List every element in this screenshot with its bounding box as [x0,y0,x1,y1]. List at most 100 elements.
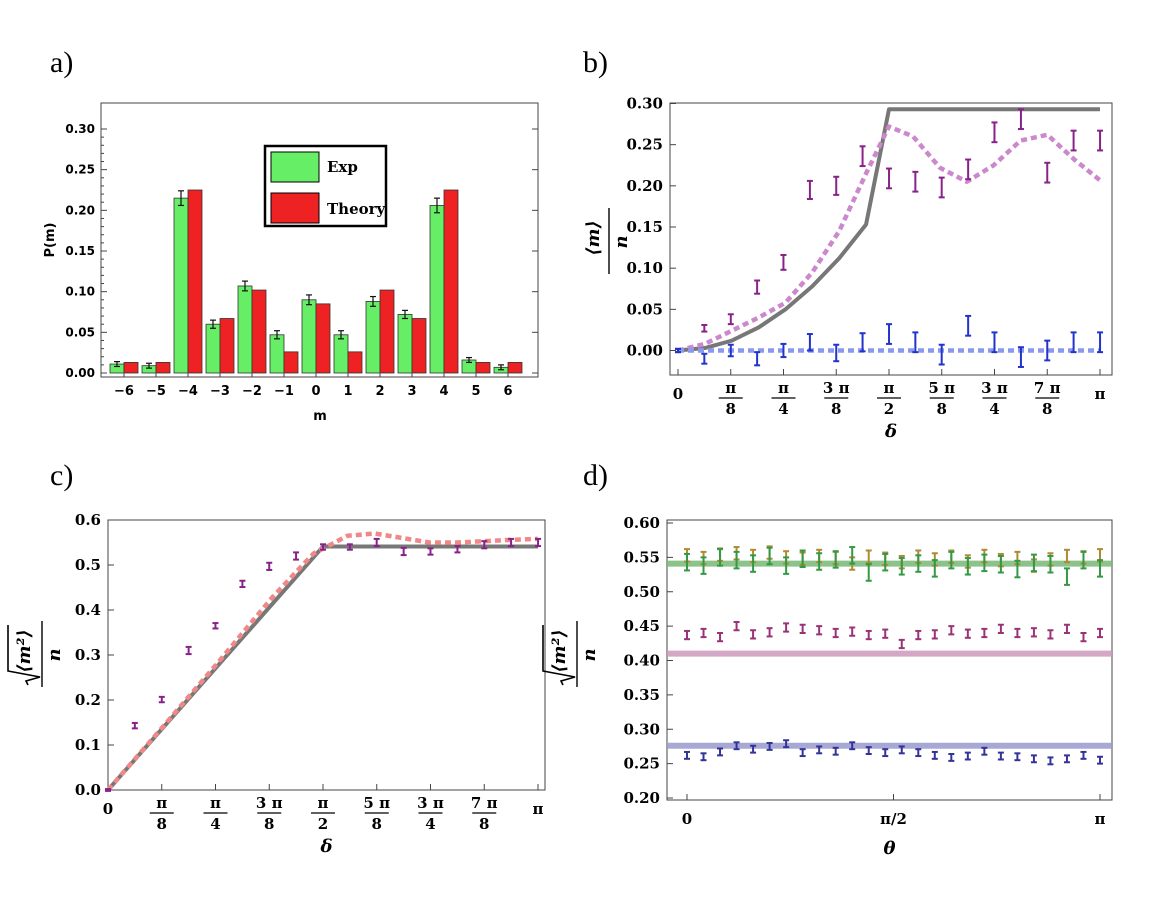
bar-exp [269,334,285,374]
y-tick-label: 0.2 [75,691,101,709]
x-tick-label: 0 [311,384,320,399]
bar-exp [333,334,349,374]
bar-theory [443,189,459,374]
x-tick-denominator: 8 [937,400,947,418]
x-tick-numerator: π [778,379,789,397]
x-tick-numerator: 5 π [928,379,955,397]
x-tick-label: π [1095,385,1106,403]
legend-label-theory: Theory [327,200,387,218]
x-tick-label: −3 [210,384,230,399]
y-axis-label-denominator: n [579,648,600,661]
x-tick-denominator: 8 [157,815,167,833]
y-tick-label: 0.45 [623,617,660,635]
y-tick-label: 0.10 [626,259,663,277]
x-tick-numerator: π [725,379,736,397]
x-tick-denominator: 4 [210,815,220,833]
x-tick-denominator: 8 [726,400,736,418]
x-tick-label: 5 [471,384,480,399]
x-tick-label: π/2 [880,810,907,828]
bar-exp [237,285,253,374]
y-axis-label: ⟨m²⟩ n [542,621,600,687]
y-tick-label: 0.25 [626,136,663,154]
y-tick-label: 0.60 [623,514,660,532]
legend-label-exp: Exp [327,158,358,176]
x-tick-denominator: 4 [989,400,999,418]
y-tick-label: 0.0 [75,781,101,799]
bar-exp [301,299,317,374]
x-tick-denominator: 2 [318,815,328,833]
y-tick-label: 0.15 [65,244,95,258]
x-tick-label: −1 [274,384,294,399]
bar-theory [251,289,267,374]
y-axis-label-numerator: ⟨m²⟩ [549,629,570,672]
x-tick-label: π [533,800,544,818]
x-tick-denominator: 8 [479,815,489,833]
y-tick-label: 0.25 [623,755,660,773]
bar-theory [187,189,203,374]
series-theory-solid [106,544,539,792]
y-tick-label: 0.30 [623,720,660,738]
x-tick-label: 0 [103,800,113,818]
bar-theory [219,318,235,374]
x-tick-label: 0 [682,810,692,828]
x-tick-denominator: 8 [831,400,841,418]
x-tick-denominator: 8 [264,815,274,833]
legend-swatch-exp [270,151,320,183]
bar-theory [315,303,331,374]
panel-label-d: d) [583,459,608,492]
y-tick-label: 0.30 [626,95,663,113]
x-tick-label: 4 [439,384,448,399]
x-tick-numerator: 7 π [471,794,498,812]
y-tick-label: 0.20 [626,177,663,195]
x-tick-denominator: 2 [884,400,894,418]
x-tick-label: −5 [146,384,166,399]
x-tick-label: −4 [178,384,198,399]
bar-theory [123,362,139,374]
y-tick-label: 0.10 [65,285,95,299]
y-tick-label: 0.55 [623,548,660,566]
y-axis-label-numerator: ⟨m²⟩ [14,629,35,672]
x-axis-label: m [313,409,327,424]
x-tick-numerator: 3 π [417,794,444,812]
bar-theory [283,351,299,374]
y-tick-label: 0.30 [65,122,95,136]
x-tick-label: 1 [343,384,352,399]
x-tick-label: 2 [375,384,384,399]
y-tick-label: 0.3 [75,646,101,664]
y-tick-label: 0.00 [626,342,663,360]
x-tick-numerator: π [884,379,895,397]
x-tick-label: 3 [407,384,416,399]
bar-theory [347,351,363,374]
x-axis-label: δ [319,836,332,857]
y-tick-label: 0.4 [75,601,101,619]
y-axis-label-denominator: n [44,648,65,661]
x-tick-denominator: 8 [1042,400,1052,418]
x-tick-label: −2 [242,384,262,399]
bar-exp [429,205,445,374]
bar-theory [411,318,427,374]
legend-swatch-theory [270,192,320,224]
y-tick-label: 0.5 [75,556,101,574]
x-tick-numerator: π [210,794,221,812]
y-axis-label: P(m) [43,223,58,258]
series-theory-solid [677,107,1101,353]
x-tick-denominator: 4 [778,400,788,418]
panel-label-a: a) [50,46,73,79]
bar-theory [155,362,171,374]
y-axis-label: ⟨m⟩ n [583,208,632,274]
x-tick-numerator: π [156,794,167,812]
y-tick-label: 0.35 [623,686,660,704]
x-tick-label: 0 [673,385,683,403]
x-tick-numerator: 3 π [823,379,850,397]
y-axis-label-numerator: ⟨m⟩ [583,220,604,256]
x-axis-label: δ [884,421,897,442]
y-tick-label: 0.25 [65,163,95,177]
y-tick-label: 0.6 [75,511,101,529]
bar-theory [507,362,523,374]
plot-frame [107,519,546,791]
x-tick-numerator: 5 π [363,794,390,812]
x-tick-denominator: 8 [372,815,382,833]
y-tick-label: 0.40 [623,652,660,670]
series-model-dashed-purple [677,124,1102,353]
panel-label-b: b) [583,46,608,79]
